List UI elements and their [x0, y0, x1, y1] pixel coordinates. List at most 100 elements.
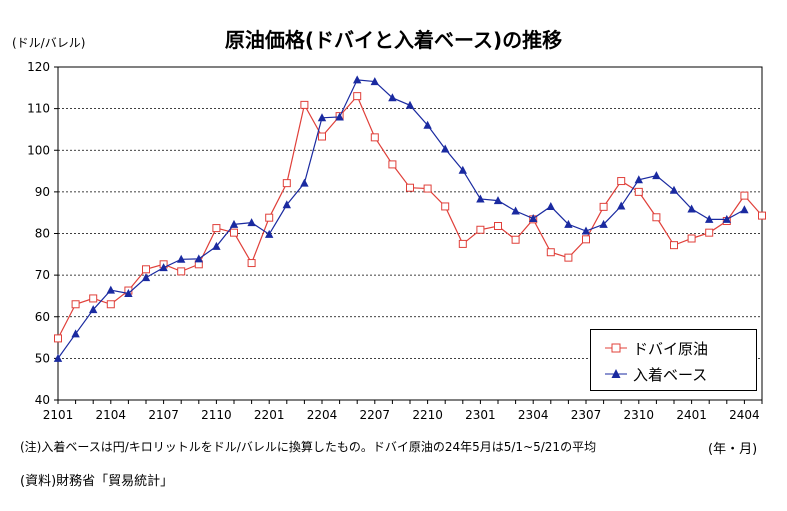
legend-label-dubai: ドバイ原油	[633, 339, 709, 358]
data-point-dubai	[511, 235, 520, 244]
legend-label-arrival: 入着ベース	[633, 365, 708, 384]
data-point-dubai	[388, 160, 397, 169]
data-point-arrival	[370, 77, 379, 86]
data-point-dubai	[370, 133, 379, 142]
data-point-dubai	[177, 267, 186, 276]
data-point-arrival	[564, 219, 573, 228]
x-tick-label: 2307	[571, 408, 602, 422]
x-tick-label: 2104	[96, 408, 127, 422]
data-point-arrival	[106, 285, 115, 294]
y-axis-unit-label: (ドル/バレル)	[12, 36, 86, 50]
legend-triangle-marker-icon	[605, 369, 627, 378]
x-tick-label: 2210	[412, 408, 443, 422]
legend-square-marker-icon	[605, 343, 627, 353]
data-point-dubai	[458, 239, 467, 248]
data-point-arrival	[388, 93, 397, 102]
data-point-arrival	[124, 288, 133, 297]
data-point-arrival	[71, 329, 80, 338]
data-point-dubai	[247, 259, 256, 268]
data-point-arrival	[441, 144, 450, 153]
data-point-dubai	[546, 248, 555, 257]
data-point-arrival	[722, 214, 731, 223]
legend-item-arrival: 入着ベース	[605, 362, 707, 386]
data-point-arrival	[476, 194, 485, 203]
data-point-dubai	[670, 241, 678, 250]
y-tick-label: 80	[35, 227, 50, 241]
legend: ドバイ原油 入着ベース	[590, 329, 757, 391]
data-point-arrival	[335, 112, 344, 121]
data-point-dubai	[423, 184, 432, 193]
data-point-arrival	[617, 201, 626, 210]
data-point-dubai	[705, 228, 714, 237]
data-point-dubai	[476, 225, 485, 234]
chart-title: 原油価格(ドバイと入着ベース)の推移	[224, 28, 563, 52]
legend-item-dubai: ドバイ原油	[605, 336, 708, 360]
data-point-arrival	[740, 205, 749, 214]
data-point-arrival	[599, 219, 608, 228]
data-point-dubai	[353, 92, 362, 101]
x-tick-label: 2207	[360, 408, 391, 422]
x-tick-label: 2110	[201, 408, 232, 422]
data-point-arrival	[634, 175, 643, 184]
data-point-dubai	[142, 265, 150, 274]
data-point-arrival	[53, 353, 63, 362]
data-point-arrival	[423, 120, 432, 129]
data-point-arrival	[265, 229, 274, 238]
axes: 40 50 60 70 80 90 100 110 120 2101 2104 2107 2110 220…	[27, 60, 763, 422]
chart-note: (注)入着ベースは円/キロリットルをドル/バレルに換算したもの。ドバイ原油の24…	[20, 440, 597, 454]
x-tick-label: 2204	[307, 408, 338, 422]
data-point-dubai	[582, 235, 590, 244]
x-tick-label: 2107	[148, 408, 179, 422]
data-point-arrival	[353, 75, 362, 84]
gridlines	[58, 108, 762, 359]
data-point-arrival	[194, 254, 203, 263]
data-point-arrival	[300, 178, 309, 187]
data-point-arrival	[177, 254, 186, 263]
y-tick-label: 90	[35, 185, 50, 199]
data-point-arrival	[405, 100, 415, 109]
data-point-dubai	[406, 183, 414, 192]
data-point-arrival	[212, 241, 221, 250]
x-tick-label: 2101	[43, 408, 74, 422]
chart-source: (資料)財務省「貿易統計」	[20, 474, 174, 489]
data-point-dubai	[599, 202, 608, 211]
data-point-arrival	[581, 226, 591, 235]
data-point-dubai	[89, 294, 98, 303]
data-point-arrival	[705, 214, 714, 223]
y-tick-label: 40	[35, 393, 50, 407]
data-point-dubai	[265, 213, 274, 222]
data-point-dubai	[106, 300, 115, 309]
data-point-arrival	[229, 219, 239, 228]
x-tick-label: 2310	[624, 408, 655, 422]
x-tick-label: 2404	[729, 408, 760, 422]
y-tick-label: 60	[35, 310, 50, 324]
data-point-dubai	[54, 334, 62, 343]
y-tick-label: 70	[35, 268, 50, 282]
y-tick-label: 50	[35, 351, 50, 365]
data-point-arrival	[282, 200, 291, 209]
data-point-arrival	[89, 305, 98, 314]
data-point-arrival	[247, 218, 256, 227]
data-point-dubai	[617, 177, 626, 186]
y-tick-label: 100	[27, 143, 50, 157]
data-point-arrival	[511, 206, 520, 215]
data-point-arrival	[159, 263, 168, 272]
series-layer	[53, 75, 766, 362]
data-point-arrival	[687, 204, 696, 213]
data-point-arrival	[141, 273, 151, 282]
y-tick-label: 120	[27, 60, 50, 74]
data-point-dubai	[740, 191, 749, 200]
data-point-dubai	[564, 253, 573, 262]
data-point-arrival	[529, 214, 538, 223]
data-point-dubai	[758, 211, 766, 220]
data-point-arrival	[317, 113, 327, 122]
data-point-dubai	[687, 234, 696, 243]
data-point-dubai	[441, 202, 450, 211]
data-point-dubai	[230, 228, 238, 237]
data-point-dubai	[300, 100, 309, 109]
data-point-dubai	[282, 179, 291, 188]
series-line-arrival	[57, 79, 745, 359]
data-point-arrival	[493, 196, 503, 205]
data-point-dubai	[494, 222, 502, 231]
